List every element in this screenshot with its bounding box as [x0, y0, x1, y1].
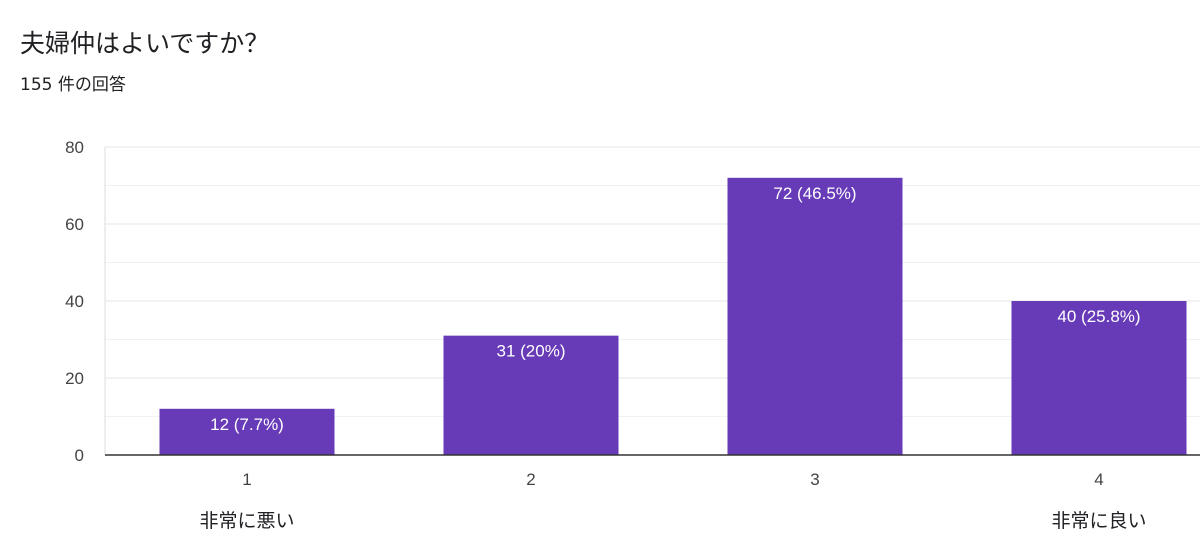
data-label: 12 (7.7%)	[210, 415, 284, 434]
response-count: 155 件の回答	[20, 75, 126, 95]
bar-1	[159, 408, 335, 455]
y-tick-label: 20	[65, 369, 84, 388]
y-tick-label: 0	[75, 446, 84, 465]
chart-title: 夫婦仲はよいですか？	[20, 29, 270, 58]
x-tick-label: 2	[526, 470, 535, 489]
data-label: 40 (25.8%)	[1057, 307, 1140, 326]
bar-4	[1011, 301, 1187, 455]
x-tick-label: 4	[1094, 470, 1103, 489]
data-label: 72 (46.5%)	[773, 184, 856, 203]
y-tick-label: 60	[65, 215, 84, 234]
y-tick-label: 40	[65, 292, 84, 311]
scale-high-label: 非常に良い	[1051, 510, 1146, 532]
data-label: 31 (20%)	[497, 342, 566, 361]
bar-2	[443, 335, 619, 455]
bar-3	[727, 177, 903, 456]
scale-low-label: 非常に悪い	[199, 510, 294, 532]
y-tick-label: 80	[65, 138, 84, 157]
x-tick-label: 3	[810, 470, 819, 489]
x-tick-label: 1	[242, 470, 251, 489]
